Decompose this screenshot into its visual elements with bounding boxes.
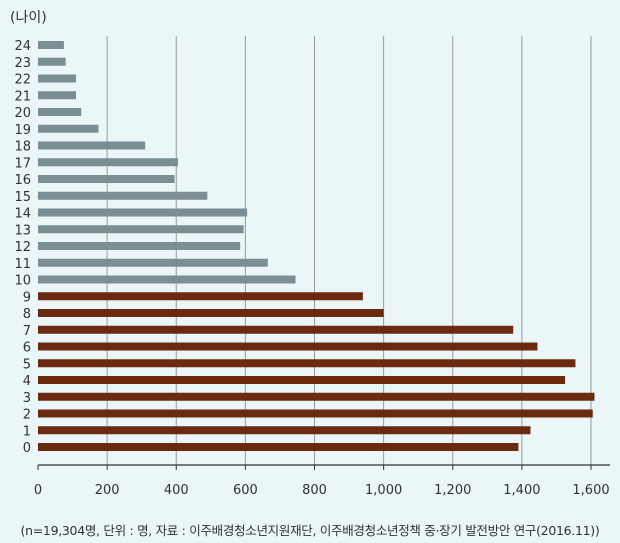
bar-age-6	[38, 342, 538, 351]
y-tick-label: 8	[23, 307, 31, 322]
y-tick-label: 15	[14, 190, 31, 205]
bar-age-9	[38, 292, 363, 301]
bar-age-4	[38, 376, 566, 384]
bar-age-21	[38, 91, 77, 100]
y-tick-label: 1	[23, 424, 31, 439]
bar-age-14	[38, 208, 248, 217]
y-tick-label: 16	[14, 173, 31, 188]
bar-age-12	[38, 242, 241, 250]
y-tick-label: 2	[23, 408, 31, 423]
bar-age-19	[38, 124, 99, 133]
y-axis-title: (나이)	[10, 10, 47, 26]
age-bar-chart: 2423222120191817161514131211109876543210…	[10, 10, 610, 498]
bar-age-16	[38, 175, 175, 183]
x-tick-label: 1,000	[365, 483, 402, 498]
bar-age-7	[38, 325, 514, 334]
y-tick-label: 17	[14, 156, 31, 171]
x-tick-label: 1,600	[572, 483, 609, 498]
y-tick-label: 20	[14, 106, 31, 121]
y-tick-label: 14	[14, 207, 31, 222]
x-tick-label: 1,200	[434, 483, 471, 498]
x-tick-label: 600	[233, 483, 258, 498]
y-tick-label: 3	[23, 391, 31, 406]
y-tick-label: 4	[23, 374, 31, 389]
bar-age-24	[38, 41, 64, 49]
bar-age-20	[38, 108, 82, 116]
y-tick-label: 22	[14, 73, 31, 88]
bar-age-1	[38, 426, 531, 435]
x-tick-label: 1,400	[503, 483, 540, 498]
bar-age-22	[38, 74, 77, 83]
y-tick-label: 24	[14, 39, 31, 54]
x-tick-label: 400	[164, 483, 189, 498]
x-tick-label: 800	[302, 483, 327, 498]
y-tick-label: 18	[14, 140, 31, 155]
bar-age-0	[38, 443, 519, 451]
bar-age-18	[38, 141, 146, 150]
y-tick-label: 10	[14, 274, 31, 289]
bar-age-5	[38, 359, 576, 368]
y-tick-label: 6	[23, 341, 31, 356]
x-tick-label: 200	[95, 483, 120, 498]
bar-age-3	[38, 392, 595, 401]
y-tick-label: 19	[14, 123, 31, 138]
bar-age-2	[38, 409, 593, 418]
y-tick-label: 23	[14, 56, 31, 71]
bar-age-17	[38, 158, 178, 167]
y-tick-label: 11	[14, 257, 31, 272]
bar-age-8	[38, 309, 384, 317]
x-tick-label: 0	[34, 483, 42, 498]
bar-age-15	[38, 191, 208, 200]
bar-age-10	[38, 275, 296, 284]
bar-age-23	[38, 57, 66, 66]
y-tick-label: 7	[23, 324, 31, 339]
bars	[38, 41, 595, 451]
y-tick-label: 13	[14, 223, 31, 238]
grid-lines	[106, 36, 592, 465]
source-footnote: (n=19,304명, 단위 : 명, 자료 : 이주배경청소년지원재단, 이주…	[20, 523, 600, 538]
y-tick-label: 21	[14, 89, 31, 104]
bar-age-11	[38, 258, 268, 267]
x-tick-labels: 0 200 400 600 800 1,000 1,200 1,400 1,600	[34, 465, 610, 498]
y-tick-label: 0	[23, 441, 31, 456]
bar-age-13	[38, 225, 244, 234]
y-tick-label: 12	[14, 240, 31, 255]
y-tick-label: 9	[23, 290, 31, 305]
y-tick-label: 5	[23, 357, 31, 372]
